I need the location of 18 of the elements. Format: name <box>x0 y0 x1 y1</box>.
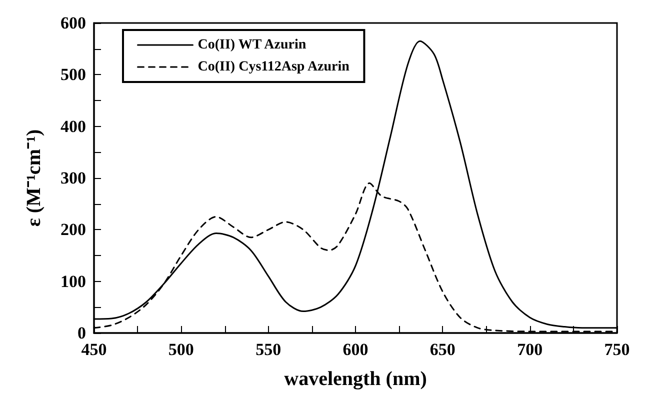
y-tick-label: 0 <box>78 324 86 342</box>
y-tick-label: 200 <box>60 220 86 240</box>
x-axis-title: wavelength (nm) <box>284 368 427 390</box>
x-tick-label: 750 <box>604 340 630 359</box>
x-tick-label: 650 <box>430 340 456 359</box>
legend-label: Co(II) Cys112Asp Azurin <box>198 60 350 74</box>
y-axis-title: ε (M⁻¹cm⁻¹) <box>23 129 45 227</box>
x-tick-label: 450 <box>81 340 107 359</box>
x-tick-label: 700 <box>517 340 543 359</box>
x-tick-label: 550 <box>256 340 282 359</box>
legend-label: Co(II) WT Azurin <box>198 38 306 52</box>
y-tick-label: 300 <box>60 168 86 188</box>
y-tick-label: 100 <box>60 272 86 291</box>
x-tick-label: 500 <box>168 340 194 359</box>
x-tick-label: 600 <box>342 340 368 359</box>
y-tick-label: 600 <box>60 14 86 32</box>
y-tick-label: 400 <box>60 116 86 136</box>
y-tick-label: 500 <box>60 65 86 84</box>
